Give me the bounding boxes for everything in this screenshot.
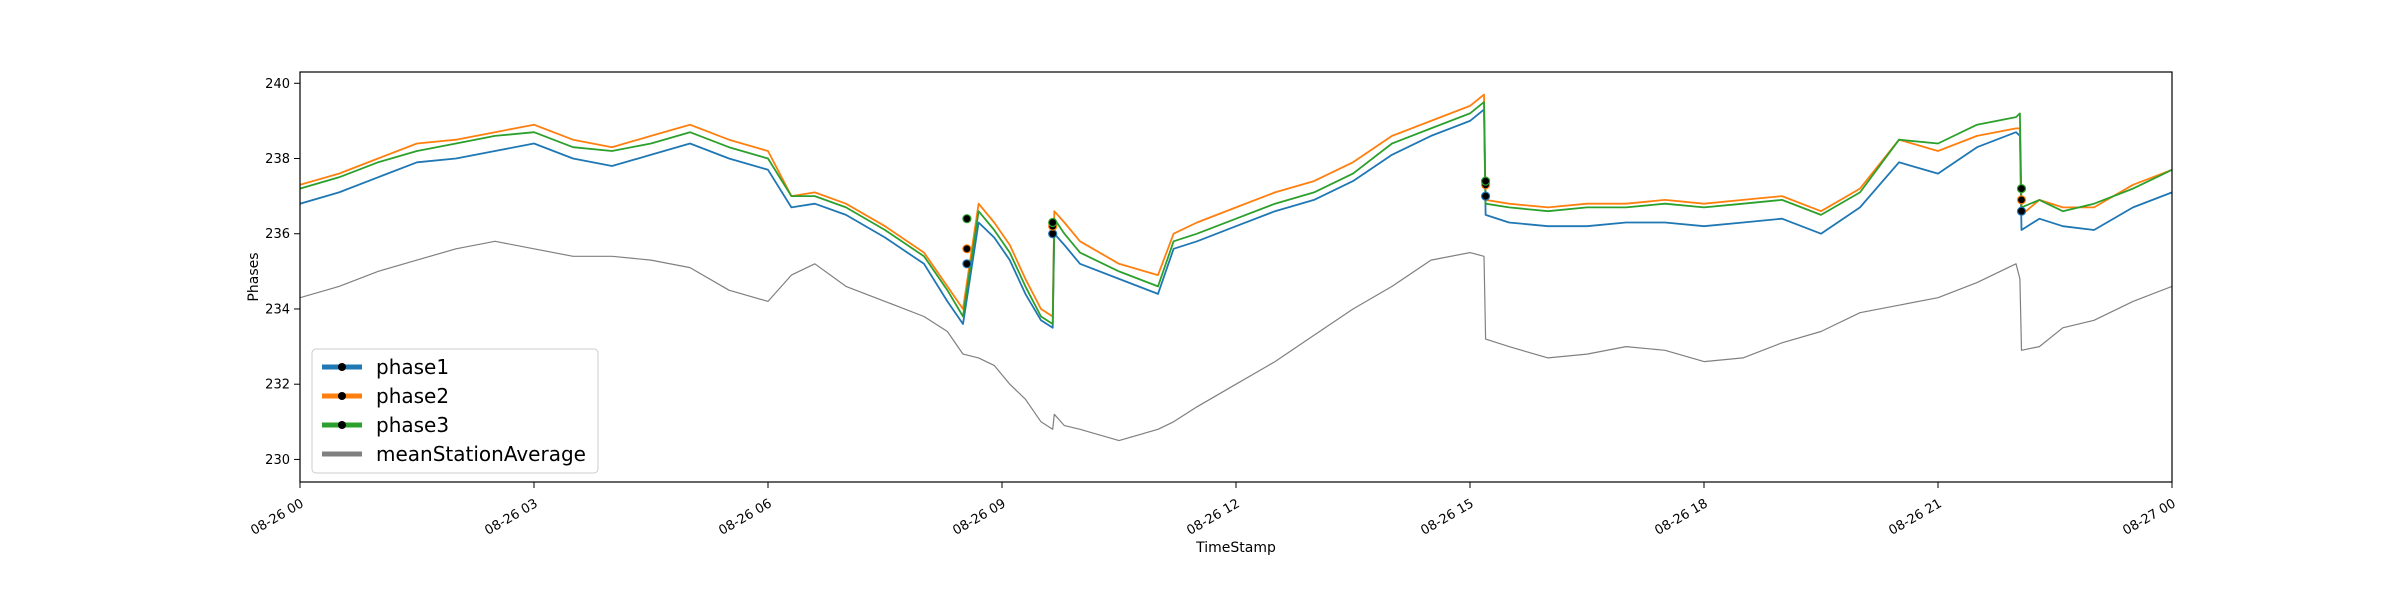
marker-point	[2016, 195, 2027, 205]
legend: phase1 phase2 phase3 meanStationAverage	[311, 348, 599, 474]
marker-point	[1480, 191, 1491, 201]
series-line-phase3	[300, 101, 2172, 325]
legend-label-meanStationAverage: meanStationAverage	[376, 442, 586, 466]
legend-marker	[338, 421, 346, 429]
marker-layer	[962, 176, 2027, 269]
marker-point	[962, 244, 972, 254]
marker-point	[962, 214, 972, 224]
y-tick-label: 238	[265, 152, 290, 167]
y-tick-label: 230	[265, 453, 290, 468]
legend-label-phase1: phase1	[376, 355, 449, 379]
marker-point	[1048, 217, 1058, 228]
series-line-phase1	[300, 108, 2172, 329]
y-axis-title: Phases	[246, 252, 262, 301]
y-tick-label: 236	[265, 227, 290, 242]
marker-point	[1480, 176, 1491, 186]
x-axis-title: TimeStamp	[1195, 540, 1276, 556]
marker-point	[2016, 184, 2027, 194]
marker-point	[1048, 229, 1058, 239]
y-tick-label: 234	[265, 302, 290, 317]
legend-label-phase2: phase2	[376, 384, 449, 408]
legend-box	[311, 348, 599, 474]
series-line-meanStationAverage	[300, 240, 2172, 442]
marker-point	[2016, 206, 2027, 216]
marker-point	[962, 259, 972, 269]
y-tick-label: 232	[265, 378, 290, 393]
y-axis: 230 232 234 236 238 240	[265, 77, 300, 468]
plot-area	[300, 72, 2172, 482]
y-tick-label: 240	[265, 77, 290, 92]
legend-marker	[338, 363, 346, 371]
series-layer	[300, 93, 2172, 442]
legend-label-phase3: phase3	[376, 413, 449, 437]
legend-marker	[338, 392, 346, 400]
